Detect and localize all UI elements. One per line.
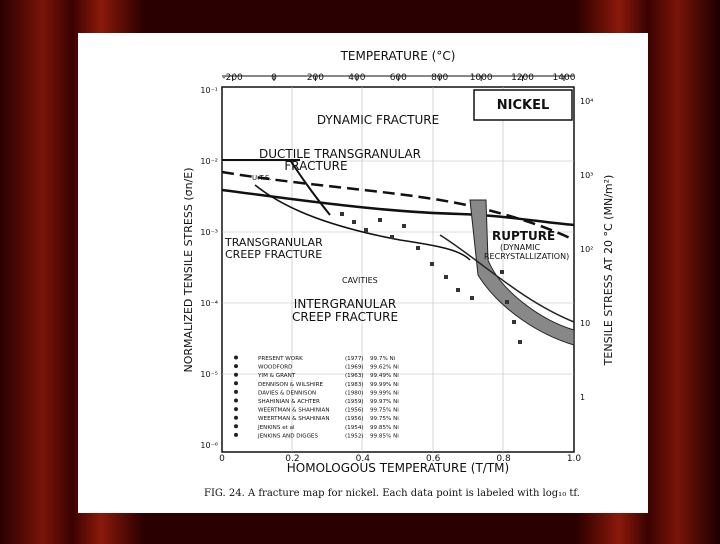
legend-text: (1963) <box>345 373 364 379</box>
bottom-tick-label: 0.2 <box>285 454 299 464</box>
material-label: NICKEL <box>497 98 550 113</box>
top-tick-label: -200 <box>222 73 243 83</box>
legend-text: YIM & GRANT <box>257 373 296 379</box>
region-label: (DYNAMIC <box>500 243 540 252</box>
top-tick-label: 1400 <box>553 73 576 83</box>
uts-boundary <box>221 170 575 242</box>
intergranular-boundary <box>439 234 575 323</box>
bottom-tick-label: 1.0 <box>567 454 582 464</box>
region-label: FRACTURE <box>284 159 347 173</box>
region-label: U.T.S. <box>252 174 272 182</box>
legend-text: (1983) <box>345 382 364 388</box>
bottom-axis-title: HOMOLOGOUS TEMPERATURE (T/TM) <box>287 461 509 475</box>
legend: PRESENT WORK (1977) 99.7% Ni WOODFORD (1969)… <box>234 355 399 439</box>
legend-text: (1956) <box>345 416 364 422</box>
top-tick-label: 0 <box>271 73 277 83</box>
legend-symbol <box>234 424 238 429</box>
legend-text: 99.85% Ni <box>370 425 399 431</box>
region-label: RECRYSTALLIZATION) <box>484 252 569 261</box>
region-label: CAVITIES <box>342 276 378 285</box>
right-tick-label: 10⁴ <box>580 97 593 106</box>
caption: FIG. 24. A fracture map for nickel. Each… <box>204 488 580 499</box>
legend-text: JENKINS AND DIGGES <box>257 433 318 439</box>
left-tick-label: 10⁻⁵ <box>200 370 218 379</box>
region-label: RUPTURE <box>492 229 555 243</box>
left-axis-title: NORMALIZED TENSILE STRESS (σn/E) <box>182 167 195 372</box>
bottom-tick-label: 0 <box>219 454 225 464</box>
region-label: DUCTILE TRANSGRANULAR <box>259 147 421 161</box>
legend-symbol <box>234 398 238 403</box>
legend-text: 99.62% Ni <box>370 365 399 371</box>
region-label: INTERGRANULAR <box>294 297 396 311</box>
top-tick-label: 400 <box>348 73 365 83</box>
legend-text: (1956) <box>345 408 364 414</box>
legend-text: WEERTMAN & SHAHINIAN <box>258 416 330 422</box>
legend-text: SHAHINIAN & ACHTER <box>258 399 320 405</box>
legend-text: DENNISON & WILSHIRE <box>258 382 324 388</box>
top-axis-title: TEMPERATURE (°C) <box>340 49 456 63</box>
right-axis-title: TENSILE STRESS AT 20 °C (MN/m²) <box>602 175 615 367</box>
legend-text: 99.75% Ni <box>370 416 399 422</box>
top-tick-label: 600 <box>390 73 407 83</box>
grid <box>222 87 574 452</box>
legend-text: (1969) <box>345 365 364 371</box>
creep-boundary <box>254 184 471 261</box>
legend-text: (1959) <box>345 399 364 405</box>
right-tick-label: 1 <box>580 393 585 402</box>
legend-text: (1977) <box>345 356 364 362</box>
material-box <box>473 89 573 121</box>
data-points <box>340 212 522 344</box>
legend-text: 99.49% Ni <box>370 373 399 379</box>
right-tick-label: 10³ <box>580 171 593 180</box>
legend-symbol <box>234 389 238 394</box>
legend-text: JENKINS et al <box>257 425 295 431</box>
left-tick-label: 10⁻¹ <box>200 86 218 95</box>
bottom-tick-label: 0.8 <box>496 454 511 464</box>
left-tick-label: 10⁻² <box>200 157 218 166</box>
ductile-boundary <box>222 159 331 216</box>
legend-symbol <box>234 372 238 377</box>
left-tick-label: 10⁻³ <box>200 228 218 237</box>
rupture-boundary <box>221 188 575 227</box>
region-label: CREEP FRACTURE <box>225 248 322 261</box>
legend-text: 99.75% Ni <box>370 408 399 414</box>
region-label: DYNAMIC FRACTURE <box>317 113 439 127</box>
legend-text: 99.97% Ni <box>370 399 399 405</box>
legend-text: (1954) <box>345 425 364 431</box>
legend-text: 99.99% Ni <box>370 382 399 388</box>
legend-text: 99.85% Ni <box>370 433 399 439</box>
left-tick-label: 10⁻⁴ <box>200 299 218 308</box>
legend-text: (1980) <box>345 390 364 396</box>
legend-symbol <box>234 355 238 360</box>
top-tick-label: 1200 <box>511 73 534 83</box>
top-tick-label: 800 <box>431 73 448 83</box>
legend-text: 99.7% Ni <box>370 356 396 362</box>
bottom-tick-label: 0.6 <box>426 454 441 464</box>
top-tick-label: 1000 <box>470 73 493 83</box>
region-label: CREEP FRACTURE <box>292 310 398 324</box>
legend-symbol <box>234 381 238 386</box>
top-tick-label: 200 <box>307 73 324 83</box>
legend-symbol <box>234 407 238 412</box>
right-tick-label: 10² <box>580 245 593 254</box>
legend-text: WEERTMAN & SHAHINIAN <box>258 408 330 414</box>
left-tick-label: 10⁻⁶ <box>200 441 218 450</box>
plot-frame <box>221 86 575 453</box>
legend-text: 99.99% Ni <box>370 390 399 396</box>
legend-text: PRESENT WORK <box>258 356 303 362</box>
legend-symbol <box>234 364 238 369</box>
bottom-tick-label: 0.4 <box>356 454 371 464</box>
legend-text: (1952) <box>345 433 364 439</box>
legend-text: DAVIES & DENNISON <box>258 390 316 396</box>
region-label: TRANSGRANULAR <box>224 236 323 249</box>
right-tick-label: 10 <box>580 319 590 328</box>
legend-symbol <box>234 432 238 437</box>
legend-symbol <box>234 415 238 420</box>
legend-text: WOODFORD <box>258 365 292 371</box>
